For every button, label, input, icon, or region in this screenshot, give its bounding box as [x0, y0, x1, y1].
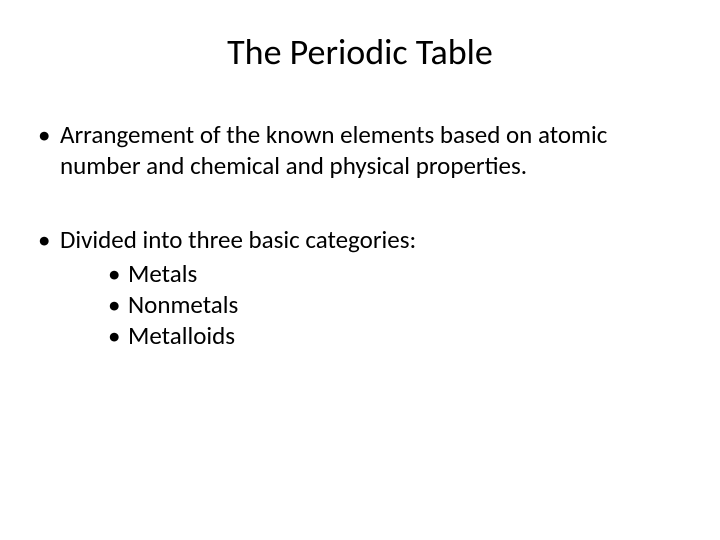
bullet-item: Divided into three basic categories: Met… [34, 225, 686, 351]
sub-bullet-item: Metalloids [108, 320, 686, 351]
slide-title: The Periodic Table [34, 30, 686, 74]
sub-bullet-item: Nonmetals [108, 289, 686, 320]
bullet-text: Divided into three basic categories: [60, 224, 416, 255]
sub-bullet-list: Metals Nonmetals Metalloids [108, 258, 686, 352]
bullet-list: Arrangement of the known elements based … [34, 120, 686, 351]
sub-bullet-item: Metals [108, 258, 686, 289]
bullet-text: Arrangement of the known elements based … [60, 119, 607, 181]
bullet-item: Arrangement of the known elements based … [34, 120, 686, 181]
